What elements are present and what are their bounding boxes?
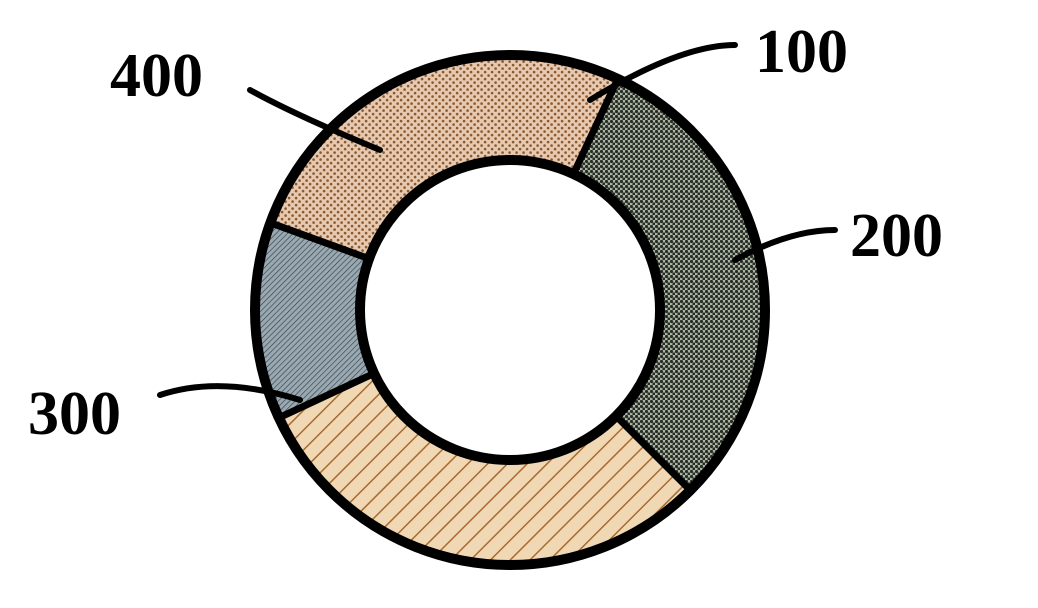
label-200: 200	[850, 202, 943, 270]
donut-diagram: 100 200 300 400	[0, 0, 1038, 608]
label-400: 400	[110, 42, 203, 110]
label-100: 100	[755, 18, 848, 86]
label-300: 300	[28, 380, 121, 448]
inner-ring	[360, 160, 660, 460]
segment-100	[270, 55, 617, 259]
